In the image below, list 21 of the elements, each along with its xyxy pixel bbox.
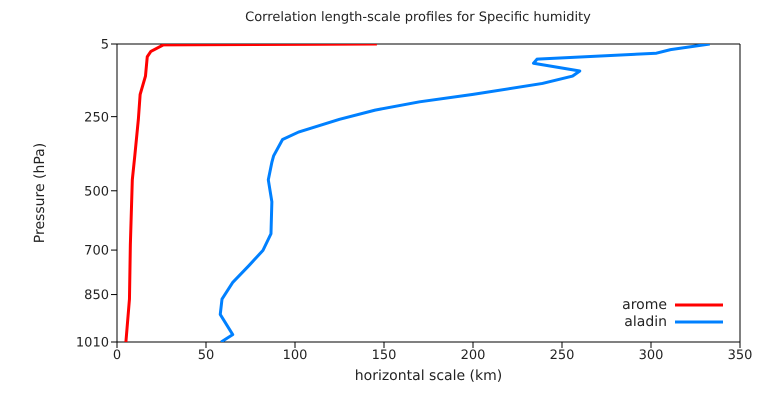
y-tick-label: 250 (84, 110, 109, 126)
line-series (124, 44, 378, 342)
legend-label: arome (622, 296, 667, 312)
x-tick-label: 250 (550, 348, 574, 364)
x-tick-label: 50 (198, 348, 214, 364)
chart-title: Correlation length-scale profiles for Specific humidity (244, 9, 592, 27)
y-tick-label: 1010 (76, 336, 109, 351)
y-tick-label: 500 (84, 184, 109, 200)
y-tick-label: 700 (84, 244, 109, 259)
x-tick-label: 300 (638, 348, 664, 364)
x-tick-label: 150 (372, 348, 396, 364)
x-axis-title: horizontal scale (km) (354, 368, 502, 384)
line-series (218, 44, 712, 342)
x-tick-label: 100 (282, 348, 308, 364)
x-tick-label: 350 (728, 348, 752, 364)
y-tick-label: 850 (84, 288, 109, 304)
y-axis-title: Pressure (hPa) (32, 142, 48, 244)
legend-label: aladin (624, 314, 667, 330)
x-tick-label: 200 (460, 348, 486, 364)
x-tick-label: 0 (112, 348, 122, 364)
y-tick-label: 5 (100, 38, 109, 53)
